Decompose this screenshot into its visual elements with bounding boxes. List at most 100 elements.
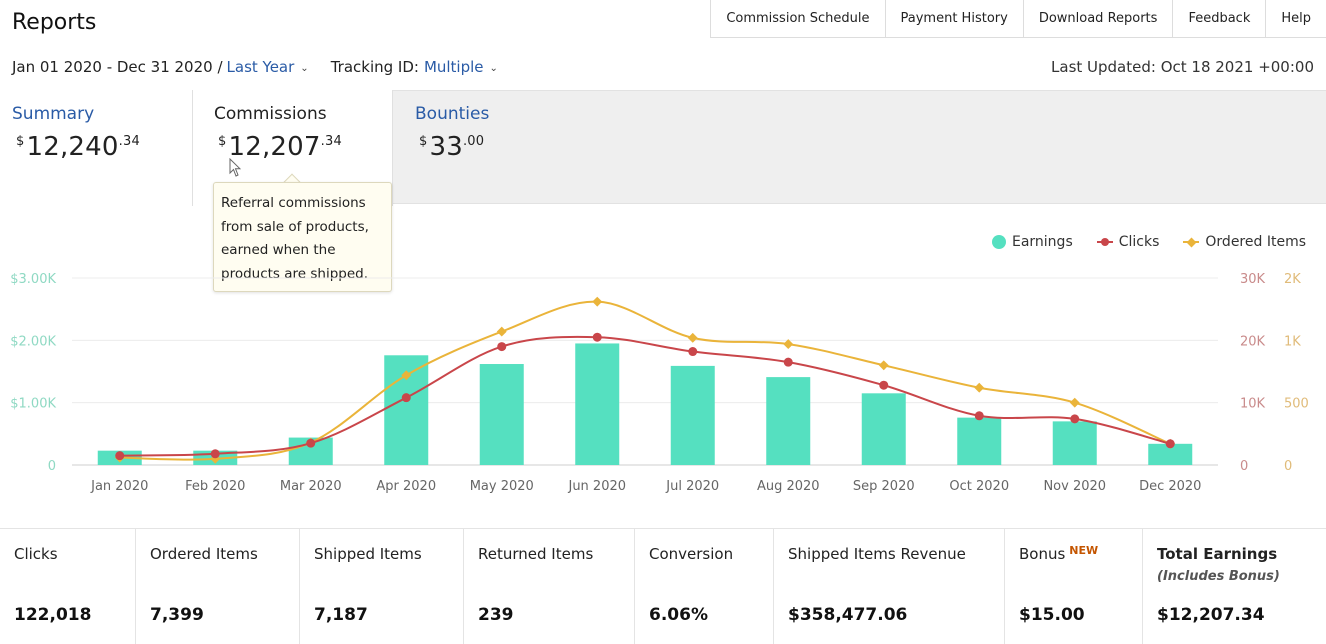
stat-value: 6.06% — [649, 605, 708, 625]
legend-earnings-label: Earnings — [1011, 234, 1073, 250]
stat-label: Shipped Items Revenue — [788, 545, 966, 563]
new-badge: NEW — [1069, 544, 1099, 557]
ordered-items-point — [496, 326, 507, 337]
y-axis-right-ordered-tick-label: 2K — [1284, 272, 1301, 287]
x-axis-tick-label: Jul 2020 — [665, 479, 719, 494]
commission-schedule-button[interactable]: Commission Schedule — [711, 0, 886, 37]
clicks-point — [783, 357, 793, 367]
earnings-chart: 0 $1.00K $2.00K $3.00K 0 10K 20K 30K 0 500 1K 2K Jan… — [0, 214, 1326, 514]
stat-label: Clicks — [14, 545, 58, 563]
clicks-legend-icon — [1096, 237, 1113, 247]
legend-clicks[interactable]: Clicks — [1096, 234, 1160, 250]
stat-label: Total Earnings — [1157, 545, 1278, 563]
ordered-items-legend-icon — [1183, 237, 1200, 247]
clicks-point — [306, 438, 316, 448]
earnings-bar — [575, 343, 620, 465]
x-axis-tick-label: Aug 2020 — [757, 479, 820, 494]
stat-clicks: Clicks 122,018 — [0, 529, 136, 644]
clicks-point — [688, 347, 698, 357]
y-axis-left-tick-label: $2.00K — [10, 334, 56, 349]
clicks-line — [119, 335, 1171, 457]
chevron-down-icon[interactable]: ⌄ — [300, 62, 309, 74]
filter-row: Jan 01 2020 - Dec 31 2020 / Last Year ⌄ … — [12, 58, 498, 76]
ordered-items-point — [974, 382, 985, 393]
earnings-bar — [479, 364, 524, 465]
x-axis-tick-label: Nov 2020 — [1043, 479, 1106, 494]
legend-earnings[interactable]: Earnings — [991, 234, 1073, 250]
stat-conversion: Conversion 6.06% — [635, 529, 774, 644]
y-axis-right-clicks-tick-label: 20K — [1240, 334, 1266, 349]
download-reports-button[interactable]: Download Reports — [1024, 0, 1174, 37]
stat-value: $15.00 — [1019, 605, 1085, 625]
ordered-items-point — [878, 360, 889, 371]
tracking-id-dropdown[interactable]: Multiple — [423, 58, 484, 76]
x-axis-tick-label: Mar 2020 — [280, 479, 342, 494]
period-dropdown[interactable]: Last Year — [226, 58, 295, 76]
ordered-items-line — [119, 300, 1171, 461]
x-axis-tick-label: May 2020 — [470, 479, 534, 494]
y-axis-right-ordered-tick-label: 1K — [1284, 334, 1301, 349]
tab-summary[interactable]: Summary $12,240.34 — [0, 90, 192, 204]
stat-ordered-items: Ordered Items 7,399 — [136, 529, 300, 644]
ordered-items-point — [687, 332, 698, 343]
earnings-bar — [766, 377, 811, 465]
commissions-amount: $12,207.34 — [218, 132, 342, 162]
chevron-down-icon[interactable]: ⌄ — [489, 62, 498, 74]
clicks-point — [210, 449, 220, 459]
stat-label: Conversion — [649, 545, 734, 563]
ordered-items-point — [783, 339, 794, 350]
summary-amount: $12,240.34 — [16, 132, 140, 162]
legend-clicks-label: Clicks — [1118, 234, 1160, 250]
stat-shipped-items-revenue: Shipped Items Revenue $358,477.06 — [774, 529, 1005, 644]
stat-value: 7,399 — [150, 605, 204, 625]
x-axis-tick-label: Jan 2020 — [90, 479, 148, 494]
clicks-point — [974, 411, 984, 421]
last-updated-text: Last Updated: Oct 18 2021 +00:00 — [1051, 58, 1314, 76]
stat-label: Returned Items — [478, 545, 594, 563]
feedback-button[interactable]: Feedback — [1173, 0, 1267, 37]
clicks-point — [497, 342, 507, 352]
clicks-point — [1165, 439, 1175, 449]
tab-bounties[interactable]: Bounties $33.00 — [393, 90, 613, 204]
chart-legend: Earnings Clicks Ordered Items — [991, 234, 1306, 250]
y-axis-right-ordered-tick-label: 500 — [1284, 397, 1309, 412]
ordered-items-point — [401, 370, 412, 381]
tab-bounties-label: Bounties — [415, 104, 490, 124]
earnings-bar — [1148, 443, 1193, 465]
earnings-bar — [1052, 421, 1097, 465]
stat-value: 122,018 — [14, 605, 92, 625]
stat-shipped-items: Shipped Items 7,187 — [300, 529, 464, 644]
stat-returned-items: Returned Items 239 — [464, 529, 635, 644]
top-nav: Commission Schedule Payment History Down… — [710, 0, 1326, 38]
help-button[interactable]: Help — [1281, 11, 1311, 26]
x-axis-tick-label: Apr 2020 — [376, 479, 436, 494]
y-axis-right-clicks-tick-label: 10K — [1240, 397, 1266, 412]
legend-ordered-items[interactable]: Ordered Items — [1183, 234, 1306, 250]
tab-summary-label: Summary — [12, 104, 95, 124]
stat-label: Bonus NEW — [1019, 544, 1099, 563]
y-axis-right-clicks-tick-label: 30K — [1240, 272, 1266, 287]
stat-value: $12,207.34 — [1157, 605, 1265, 625]
clicks-point — [592, 332, 602, 342]
tooltip-line: from sale of products, — [221, 218, 369, 235]
x-axis-tick-label: Feb 2020 — [185, 479, 245, 494]
earnings-bar — [670, 365, 715, 465]
mouse-cursor-icon — [229, 158, 241, 177]
chart-svg: 0 $1.00K $2.00K $3.00K 0 10K 20K 30K 0 500 1K 2K Jan… — [10, 272, 1309, 494]
clicks-point — [401, 393, 411, 403]
clicks-point — [879, 380, 889, 390]
y-axis-left-tick-label: 0 — [48, 459, 56, 474]
ordered-items-point — [1069, 397, 1080, 408]
clicks-point — [1070, 414, 1080, 424]
stat-value: 7,187 — [314, 605, 368, 625]
y-axis-left-tick-label: $3.00K — [10, 272, 56, 287]
stat-sublabel: (Includes Bonus) — [1157, 569, 1280, 584]
date-range-text: Jan 01 2020 - Dec 31 2020 / — [12, 58, 223, 76]
stat-label: Ordered Items — [150, 545, 258, 563]
y-axis-right-clicks-tick-label: 0 — [1240, 459, 1248, 474]
payment-history-button[interactable]: Payment History — [886, 0, 1024, 37]
stat-value: 239 — [478, 605, 514, 625]
tooltip-line: earned when the — [221, 242, 336, 258]
x-axis-tick-label: Jun 2020 — [567, 479, 626, 494]
earnings-bar — [957, 417, 1002, 465]
